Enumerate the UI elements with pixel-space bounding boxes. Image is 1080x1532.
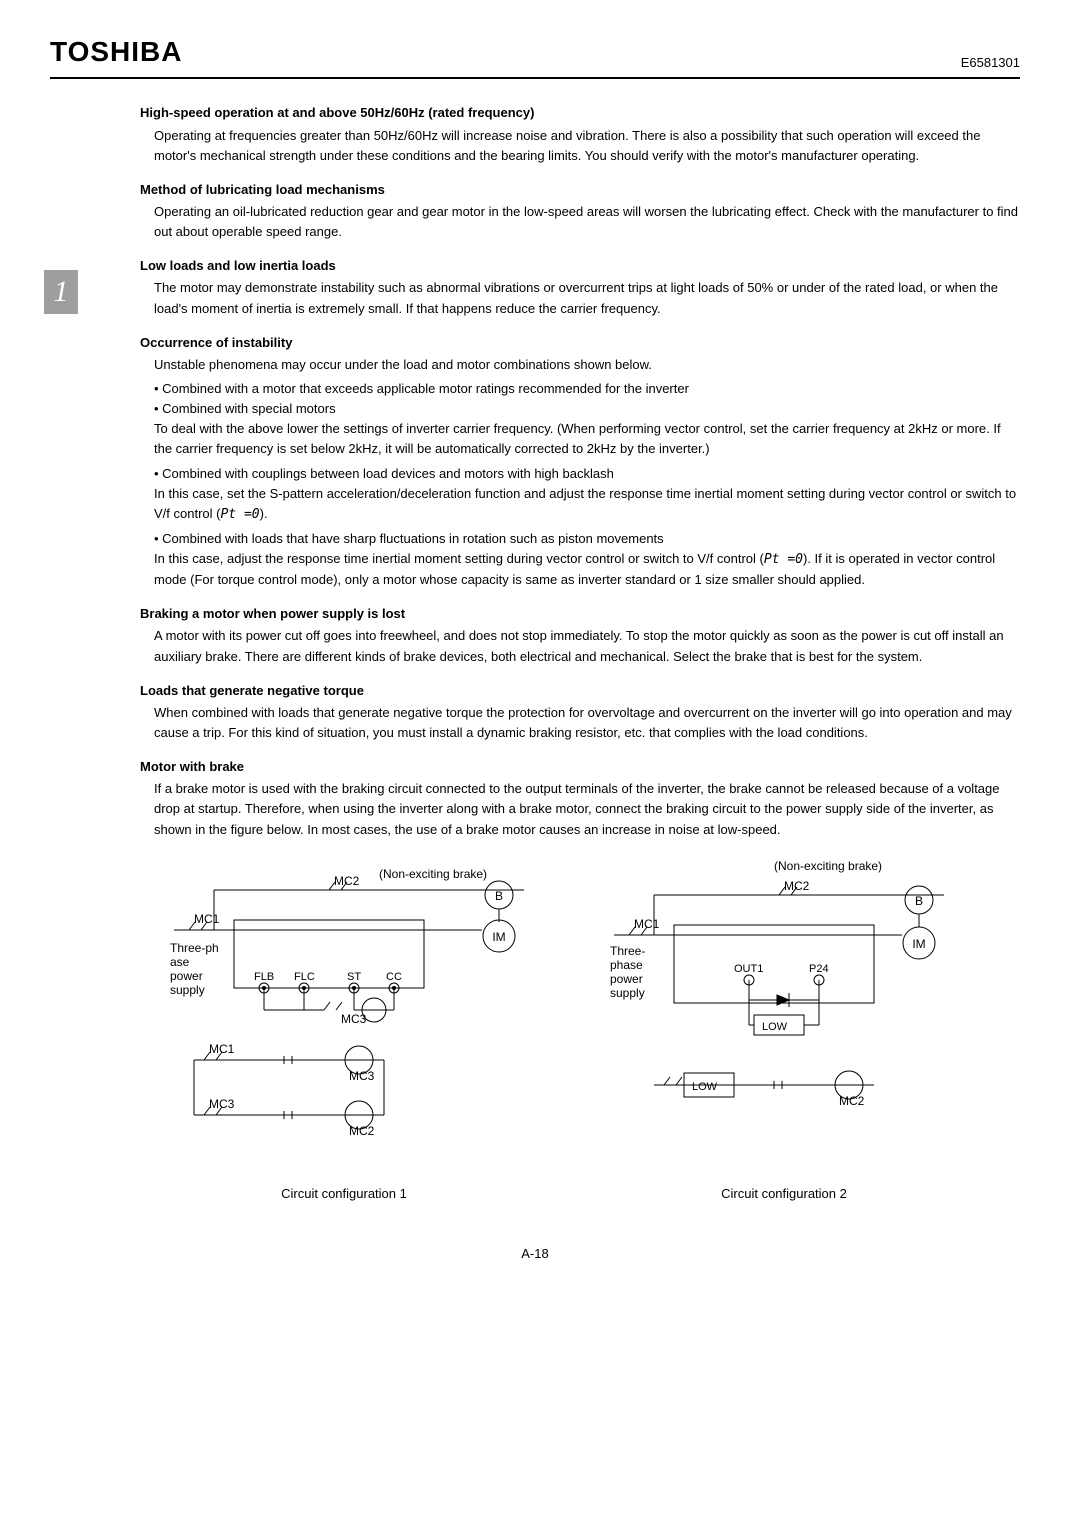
label: (Non-exciting brake) — [774, 860, 882, 873]
label: LOW — [762, 1021, 788, 1033]
label: MC2 — [784, 879, 810, 893]
label: supply — [170, 983, 205, 997]
section-body: To deal with the above lower the setting… — [154, 419, 1020, 459]
text-fragment: In this case, adjust the response time i… — [154, 551, 764, 566]
label: IM — [912, 937, 925, 951]
text-fragment: ). — [260, 506, 268, 521]
diagram-caption: Circuit configuration 2 — [594, 1184, 974, 1204]
label: Three-ph — [170, 941, 219, 955]
label: MC1 — [634, 917, 660, 931]
label: IM — [492, 930, 505, 944]
label: B — [495, 889, 503, 903]
bullet-item: • Combined with loads that have sharp fl… — [154, 529, 1020, 549]
parameter-code: Pt =0 — [220, 507, 259, 522]
section-body: Operating an oil-lubricated reduction ge… — [154, 202, 1020, 242]
section-title: High-speed operation at and above 50Hz/6… — [140, 103, 1020, 123]
circuit-svg-2: (Non-exciting brake) MC2 B IM MC1 — [594, 860, 974, 1170]
label: B — [915, 894, 923, 908]
label: FLC — [294, 971, 315, 983]
section-body: A motor with its power cut off goes into… — [154, 626, 1020, 666]
label: MC3 — [349, 1069, 375, 1083]
label: (Non-exciting brake) — [379, 867, 487, 881]
section-body: In this case, set the S-pattern accelera… — [154, 484, 1020, 525]
text-fragment: In this case, set the S-pattern accelera… — [154, 486, 1016, 521]
section-body: In this case, adjust the response time i… — [154, 549, 1020, 590]
page-number: A-18 — [50, 1244, 1020, 1264]
bullet-item: • Combined with couplings between load d… — [154, 464, 1020, 484]
diagram-caption: Circuit configuration 1 — [154, 1184, 534, 1204]
label: P24 — [809, 963, 829, 975]
label: CC — [386, 971, 402, 983]
brand-logo: TOSHIBA — [50, 30, 183, 73]
section-body: Operating at frequencies greater than 50… — [154, 126, 1020, 166]
section-body: If a brake motor is used with the brakin… — [154, 779, 1020, 839]
svg-text:power: power — [610, 972, 643, 986]
label: MC3 — [209, 1097, 235, 1111]
section-body: The motor may demonstrate instability su… — [154, 278, 1020, 318]
bullet-item: • Combined with a motor that exceeds app… — [154, 379, 1020, 399]
label: MC2 — [334, 874, 360, 888]
label: FLB — [254, 971, 274, 983]
label: power — [170, 969, 203, 983]
circuit-svg-1: MC2 (Non-exciting brake) B IM MC1 — [154, 860, 534, 1170]
bullet-item: • Combined with special motors — [154, 399, 1020, 419]
label: LOW — [692, 1081, 718, 1093]
section-title: Motor with brake — [140, 757, 1020, 777]
circuit-diagram-1: MC2 (Non-exciting brake) B IM MC1 — [154, 860, 534, 1204]
label: MC2 — [839, 1094, 865, 1108]
chapter-tab: 1 — [44, 270, 78, 314]
svg-text:supply: supply — [610, 986, 645, 1000]
document-code: E6581301 — [961, 53, 1020, 73]
label: ase — [170, 955, 190, 969]
circuit-diagram-2: (Non-exciting brake) MC2 B IM MC1 — [594, 860, 974, 1204]
svg-text:phase: phase — [610, 958, 643, 972]
label: MC1 — [209, 1042, 235, 1056]
section-title: Braking a motor when power supply is los… — [140, 604, 1020, 624]
circuit-diagrams: MC2 (Non-exciting brake) B IM MC1 — [154, 860, 1020, 1204]
parameter-code: Pt =0 — [764, 552, 803, 567]
label: OUT1 — [734, 963, 763, 975]
section-body: When combined with loads that generate n… — [154, 703, 1020, 743]
page-header: TOSHIBA E6581301 — [50, 30, 1020, 79]
main-content: High-speed operation at and above 50Hz/6… — [140, 103, 1020, 1204]
label: MC2 — [349, 1124, 375, 1138]
section-body: Unstable phenomena may occur under the l… — [154, 355, 1020, 375]
section-title: Loads that generate negative torque — [140, 681, 1020, 701]
label: MC1 — [194, 912, 220, 926]
label: ST — [347, 971, 361, 983]
svg-text:Three-: Three- — [610, 944, 645, 958]
section-title: Low loads and low inertia loads — [140, 256, 1020, 276]
section-title: Occurrence of instability — [140, 333, 1020, 353]
section-title: Method of lubricating load mechanisms — [140, 180, 1020, 200]
